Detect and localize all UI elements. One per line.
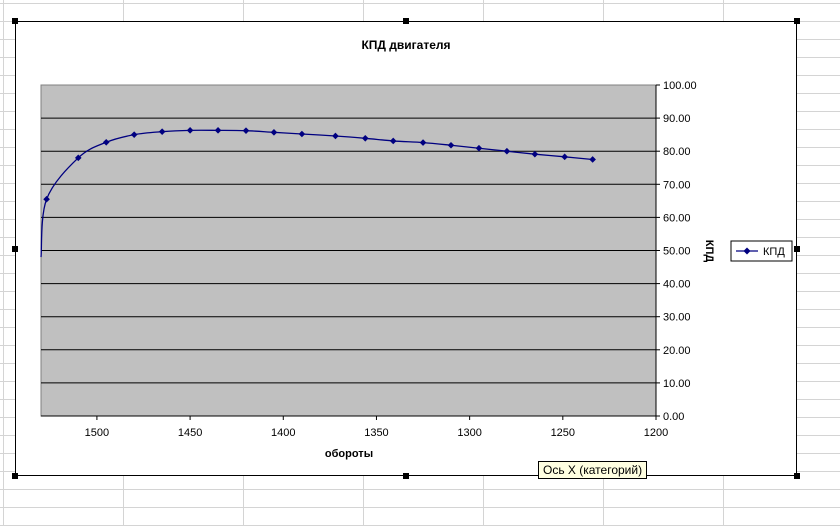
data-point-marker-11[interactable] [332,132,339,140]
chart-title[interactable]: КПД двигателя [361,38,450,52]
series-markers [43,127,596,203]
data-point-marker-10[interactable] [298,130,306,138]
y-tick-label: 50.00 [663,246,691,258]
resize-handle-top-center[interactable] [403,18,409,24]
data-point-marker-2[interactable] [74,154,82,162]
tooltip: Ось X (категорий) [538,461,648,479]
y-tick-label: 100.00 [663,80,697,92]
resize-handle-middle-right[interactable] [794,246,800,252]
data-point-marker-9[interactable] [270,129,278,136]
data-point-marker-5[interactable] [158,128,166,135]
resize-handle-top-right[interactable] [794,18,800,24]
x-axis-label[interactable]: обороты [325,448,373,460]
resize-handle-top-left[interactable] [12,18,18,24]
resize-handle-bottom-center[interactable] [403,473,409,479]
data-point-marker-6[interactable] [186,127,194,134]
resize-handle-middle-left[interactable] [12,246,18,252]
y-axis-label[interactable]: КПД [703,240,715,263]
y-tick-label: 10.00 [663,378,691,390]
legend-marker-icon [743,247,751,255]
data-point-marker-20[interactable] [589,156,596,163]
y-tick-label: 40.00 [663,279,691,291]
data-point-marker-19[interactable] [561,153,568,161]
data-point-marker-13[interactable] [389,137,397,145]
grid-lines [41,117,656,384]
data-point-marker-18[interactable] [531,150,539,158]
y-tick-label: 80.00 [663,146,691,158]
resize-handle-bottom-left[interactable] [12,473,18,479]
x-tick-label: 1400 [271,427,295,439]
data-point-marker-16[interactable] [475,144,483,152]
y-tick-label: 0.00 [663,411,684,423]
x-tick-label: 1250 [551,427,575,439]
resize-handle-bottom-right[interactable] [794,473,800,479]
x-tick-label: 1350 [364,427,388,439]
y-tick-label: 30.00 [663,312,691,324]
legend-box [730,240,793,262]
data-point-marker-14[interactable] [419,139,427,146]
legend-label: КПД [763,246,785,258]
data-point-marker-12[interactable] [361,134,369,142]
x-tick-label: 1450 [178,427,202,439]
data-point-marker-4[interactable] [130,131,138,138]
data-point-marker-1[interactable] [43,195,50,203]
y-tick-label: 20.00 [663,345,691,357]
x-tick-label: 1500 [85,427,109,439]
data-point-marker-15[interactable] [447,141,455,149]
data-point-marker-8[interactable] [242,127,250,134]
x-tick-label: 1200 [644,427,668,439]
x-axis-ticks[interactable]: 1500 1450 1400 1350 1300 1250 1200 [85,416,669,439]
data-point-marker-17[interactable] [503,147,511,155]
legend[interactable]: КПД [730,240,793,262]
data-point-marker-3[interactable] [102,138,110,146]
x-tick-label: 1300 [457,427,481,439]
y-axis-ticks[interactable]: 0.00 10.00 20.00 30.00 40.00 50.00 60.00 70.00 8… [656,80,697,423]
y-tick-label: 90.00 [663,113,691,125]
y-tick-label: 70.00 [663,179,691,191]
data-point-marker-7[interactable] [214,127,222,134]
y-tick-label: 60.00 [663,212,691,224]
